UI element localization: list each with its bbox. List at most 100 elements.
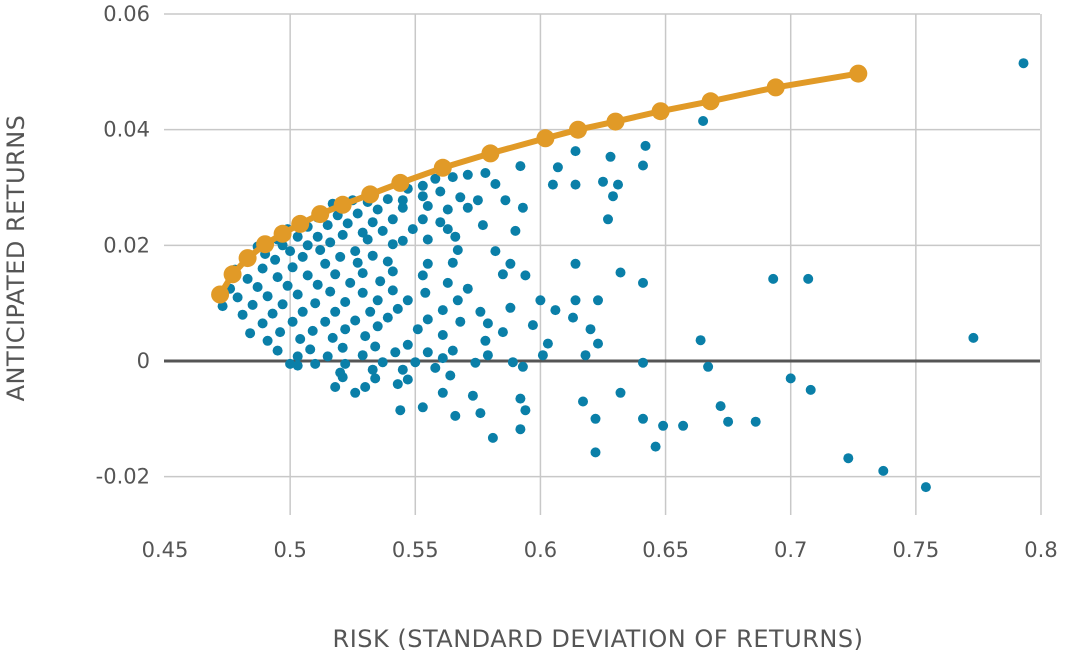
scatter-point: [640, 140, 651, 151]
scatter-point: [638, 160, 648, 171]
scatter-point: [275, 327, 286, 338]
scatter-point: [342, 218, 353, 229]
scatter-point: [593, 338, 603, 349]
scatter-point: [467, 390, 478, 401]
scatter-point: [285, 246, 296, 257]
scatter-point: [578, 396, 588, 407]
scatter-point: [382, 312, 393, 323]
frontier-marker: [238, 249, 257, 268]
scatter-point: [417, 214, 428, 225]
scatter-point: [320, 316, 331, 327]
scatter-point: [615, 387, 626, 398]
scatter-point: [497, 269, 508, 280]
scatter-point: [878, 465, 889, 476]
scatter-point: [487, 432, 498, 443]
frontier-marker: [433, 158, 452, 177]
x-tick-label: 0.5: [273, 538, 306, 562]
scatter-point: [245, 328, 256, 339]
scatter-point: [292, 289, 303, 300]
frontier-marker: [766, 78, 785, 97]
scatter-point: [507, 357, 518, 368]
scatter-point: [252, 282, 263, 292]
scatter-point: [843, 453, 854, 464]
scatter-point: [480, 335, 491, 346]
scatter-point: [535, 295, 546, 306]
scatter-point: [417, 191, 428, 202]
scatter-point: [287, 262, 298, 273]
scatter-point: [282, 280, 293, 291]
scatter-point: [437, 387, 448, 398]
scatter-point: [750, 416, 761, 427]
scatter-point: [377, 357, 388, 368]
scatter-point: [580, 350, 591, 361]
y-tick-label: 0.02: [103, 233, 150, 257]
scatter-point: [785, 373, 796, 384]
scatter-point: [372, 204, 383, 215]
scatter-point: [320, 258, 331, 269]
scatter-point: [490, 246, 501, 257]
scatter-point: [267, 308, 278, 319]
scatter-point: [402, 339, 413, 350]
scatter-point: [462, 202, 473, 213]
scatter-point: [435, 217, 446, 228]
scatter-point: [422, 314, 433, 325]
scatter-point: [350, 246, 361, 257]
scatter-point: [422, 234, 433, 245]
y-tick-label: 0.04: [103, 118, 150, 142]
scatter-point: [547, 179, 558, 190]
scatter-point: [397, 202, 408, 213]
scatter-point: [603, 214, 613, 225]
scatter-point: [287, 316, 298, 327]
scatter-point: [217, 301, 228, 312]
scatter-point: [367, 250, 378, 261]
scatter-point: [327, 332, 338, 343]
frontier-marker: [361, 185, 380, 204]
scatter-point: [658, 420, 669, 431]
frontier-marker: [256, 235, 275, 254]
scatter-point: [305, 344, 316, 355]
scatter-point: [360, 331, 371, 342]
scatter-point: [445, 370, 456, 381]
scatter-point: [392, 379, 403, 390]
scatter-point: [322, 351, 333, 362]
scatter-point: [475, 408, 486, 419]
scatter-point: [650, 441, 661, 452]
scatter-point: [437, 353, 448, 364]
scatter-point: [312, 231, 323, 242]
scatter-point: [310, 298, 321, 309]
scatter-point: [475, 306, 486, 317]
y-tick-label: 0.06: [103, 2, 150, 26]
scatter-point: [550, 305, 561, 316]
scatter-point: [237, 309, 248, 320]
scatter-point: [392, 303, 403, 314]
tick-labels: 0.45 0.5 0.55 0.6 0.65 0.7 0.75 0.8 -0.02 0 0.02 0.…: [96, 2, 1058, 562]
scatter-point: [257, 263, 268, 274]
scatter-point: [352, 208, 363, 219]
y-tick-label: -0.02: [96, 465, 150, 489]
scatter-point: [570, 179, 581, 190]
scatter-point: [585, 324, 596, 335]
scatter-point: [723, 416, 734, 427]
scatter-point: [490, 179, 501, 189]
scatter-point: [412, 324, 423, 335]
scatter-point: [357, 227, 368, 238]
scatter-point: [455, 192, 466, 203]
scatter-point: [350, 387, 361, 398]
scatter-point: [297, 251, 308, 262]
scatter-point: [422, 201, 433, 211]
frontier-marker: [536, 129, 555, 148]
scatter-point: [442, 277, 453, 288]
scatter-point: [497, 327, 508, 338]
scatter-point: [302, 270, 313, 281]
scatter-point: [372, 321, 383, 332]
scatter-point: [462, 283, 473, 294]
frontier-marker: [311, 205, 330, 224]
scatter-point: [390, 347, 401, 358]
scatter-point: [420, 287, 431, 298]
scatter-point: [370, 373, 381, 384]
scatter-point: [447, 172, 458, 183]
scatter-point: [442, 224, 453, 235]
scatter-point: [638, 277, 648, 288]
scatter-point: [297, 306, 308, 317]
scatter-point: [590, 413, 601, 424]
